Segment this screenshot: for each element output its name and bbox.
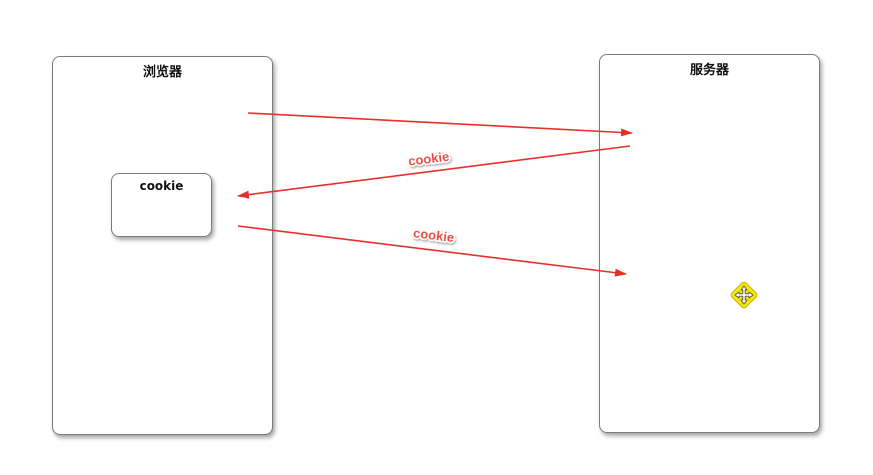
cookie-node-label: cookie xyxy=(139,179,184,193)
server-title: 服务器 xyxy=(689,63,729,78)
browser-title: 浏览器 xyxy=(142,65,182,80)
move-cursor-icon[interactable] xyxy=(729,280,759,310)
request-arrow[interactable] xyxy=(247,112,633,137)
response-cookie-label: cookie xyxy=(407,149,450,169)
set-cookie-response-arrow[interactable] xyxy=(237,145,631,199)
cookie-request-arrow[interactable] xyxy=(237,225,627,277)
cookie-node[interactable]: cookie xyxy=(111,173,212,237)
browser-node[interactable]: 浏览器 xyxy=(52,56,273,435)
server-node[interactable]: 服务器 xyxy=(599,54,820,433)
request-cookie-label: cookie xyxy=(412,225,455,245)
